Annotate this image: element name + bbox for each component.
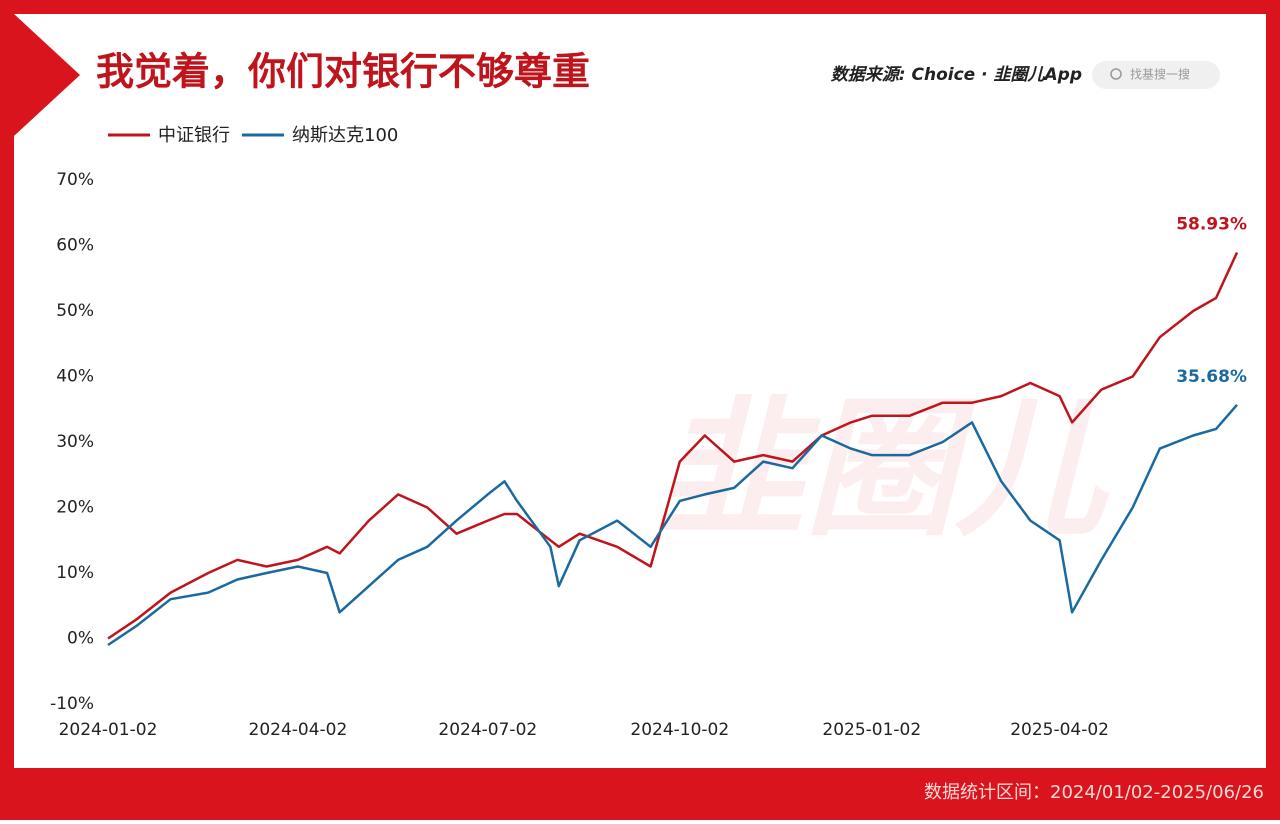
x-tick-label: 2024-04-02 — [249, 720, 348, 740]
y-tick-label: 10% — [56, 563, 94, 583]
series-line — [107, 403, 1238, 647]
y-tick-label: 20% — [56, 498, 94, 518]
y-tick-label: 70% — [56, 170, 94, 190]
watermark: 韭圈儿 — [655, 383, 1110, 557]
value-label: 35.68% — [1176, 367, 1247, 387]
y-tick-label: 30% — [56, 432, 94, 452]
y-tick-label: 0% — [67, 629, 94, 649]
footer: 数据统计区间：2024/01/02-2025/06/26 — [924, 782, 1264, 803]
y-tick-label: 40% — [56, 367, 94, 387]
search-icon — [1110, 68, 1122, 80]
source: 数据来源: Choice · 韭圈儿App — [831, 65, 1082, 85]
x-tick-label: 2024-07-02 — [438, 720, 537, 740]
legend-label: 中证银行 — [158, 125, 230, 146]
x-tick-label: 2024-01-02 — [59, 720, 158, 740]
legend-label: 纳斯达克100 — [292, 125, 398, 146]
y-tick-label: 60% — [56, 236, 94, 256]
x-tick-label: 2024-10-02 — [630, 720, 729, 740]
x-tick-label: 2025-04-02 — [1010, 720, 1109, 740]
series-line — [107, 251, 1239, 640]
x-tick-label: 2025-01-02 — [822, 720, 921, 740]
chart-title: 我觉着，你们对银行不够尊重 — [96, 50, 590, 94]
panel — [14, 14, 1266, 768]
title-arrow — [14, 14, 80, 136]
search-text: 找基搜一搜 — [1130, 67, 1190, 82]
search-box[interactable] — [1092, 61, 1220, 89]
y-tick-label: 50% — [56, 301, 94, 321]
value-label: 58.93% — [1176, 215, 1247, 235]
y-tick-label: -10% — [50, 694, 94, 714]
